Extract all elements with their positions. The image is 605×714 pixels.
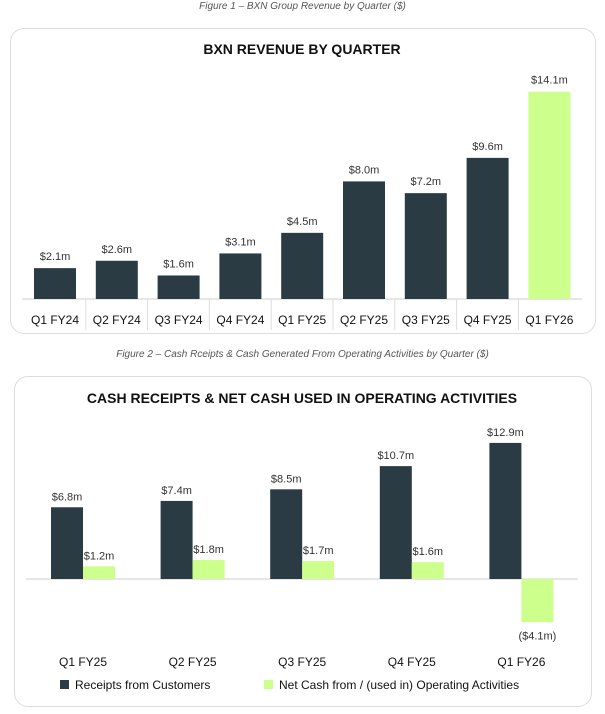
revenue-value-label: $14.1m (531, 75, 568, 87)
receipts-value-label: $7.4m (161, 485, 192, 497)
revenue-chart-title: BXN REVENUE BY QUARTER (203, 41, 400, 57)
net-cash-bar (83, 566, 115, 579)
receipts-bar (160, 500, 193, 579)
revenue-bar (95, 260, 138, 299)
revenue-value-label: $7.2m (411, 176, 442, 188)
receipts-value-label: $12.9m (487, 427, 524, 439)
figure-2-caption: Figure 2 – Cash Rceipts & Cash Generated… (116, 349, 489, 360)
net-cash-value-label: $1.7m (303, 545, 334, 557)
net-cash-bar (521, 579, 554, 623)
revenue-category-label: Q4 FY25 (464, 313, 512, 327)
net-cash-value-label: $1.6m (413, 546, 444, 558)
revenue-bar (404, 193, 447, 299)
revenue-value-label: $4.5m (287, 216, 318, 228)
revenue-value-label: $2.1m (40, 251, 71, 263)
cash-category-label: Q2 FY25 (169, 655, 217, 669)
revenue-bar (219, 253, 262, 299)
revenue-category-label: Q3 FY25 (402, 313, 450, 327)
revenue-bar (157, 275, 200, 299)
revenue-bar (466, 157, 509, 299)
revenue-category-label: Q4 FY24 (216, 313, 264, 327)
revenue-value-label: $2.6m (102, 244, 133, 256)
revenue-bar (343, 181, 385, 299)
figure-1-caption: Figure 1 – BXN Group Revenue by Quarter … (199, 1, 406, 12)
revenue-category-label: Q1 FY25 (278, 313, 326, 327)
legend-net-cash-swatch (264, 680, 273, 689)
receipts-value-label: $8.5m (271, 473, 302, 485)
receipts-bar (270, 489, 303, 579)
cash-chart-title: CASH RECEIPTS & NET CASH USED IN OPERATI… (87, 390, 517, 406)
revenue-value-label: $1.6m (163, 258, 194, 270)
receipts-value-label: $6.8m (52, 491, 83, 503)
revenue-category-label: Q1 FY24 (31, 313, 79, 327)
revenue-bar (528, 91, 571, 299)
cash-category-label: Q1 FY25 (59, 655, 107, 669)
receipts-bar (51, 507, 83, 579)
net-cash-value-label: $1.2m (84, 550, 115, 562)
receipts-bar (379, 466, 412, 579)
legend-receipts-swatch (60, 680, 69, 689)
receipts-value-label: $10.7m (377, 450, 414, 462)
receipts-bar (489, 442, 522, 579)
revenue-category-label: Q3 FY24 (155, 313, 203, 327)
net-cash-bar (302, 561, 335, 579)
revenue-category-label: Q2 FY24 (93, 313, 141, 327)
revenue-value-label: $9.6m (472, 141, 503, 153)
revenue-category-label: Q2 FY25 (340, 313, 388, 327)
net-cash-bar (192, 560, 225, 579)
revenue-bar (34, 268, 76, 299)
cash-category-label: Q1 FY26 (497, 655, 545, 669)
revenue-category-label: Q1 FY26 (525, 313, 573, 327)
cash-category-label: Q4 FY25 (388, 655, 436, 669)
net-cash-bar (411, 562, 444, 579)
net-cash-value-label: $1.8m (193, 544, 224, 556)
revenue-value-label: $8.0m (349, 164, 380, 176)
cash-category-label: Q3 FY25 (278, 655, 326, 669)
revenue-value-label: $3.1m (225, 236, 256, 248)
legend-net-cash-label: Net Cash from / (used in) Operating Acti… (279, 678, 519, 692)
revenue-bar (281, 232, 324, 299)
legend-receipts-label: Receipts from Customers (75, 678, 210, 692)
net-cash-value-label: ($4.1m) (518, 630, 556, 642)
